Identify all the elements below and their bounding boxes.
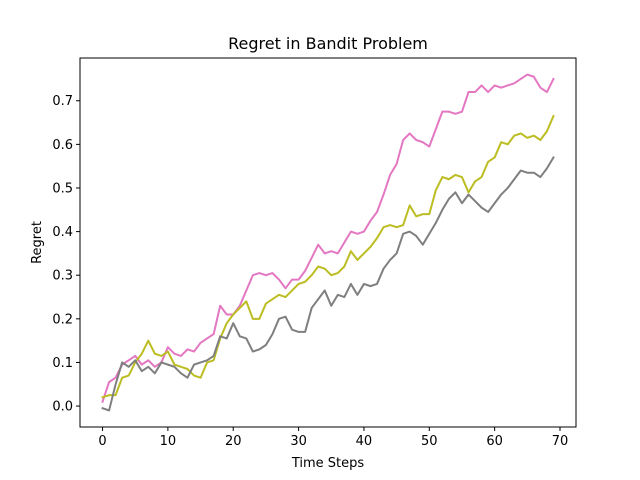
chart-title: Regret in Bandit Problem — [228, 34, 428, 53]
y-tick-label: 0.7 — [52, 94, 73, 109]
y-tick-label: 0.2 — [52, 312, 73, 327]
y-axis-label: Regret — [30, 221, 45, 264]
x-axis-ticks: 0 10 20 30 40 50 60 70 — [98, 427, 568, 449]
x-tick-label: 60 — [486, 434, 503, 449]
plot-frame — [79, 57, 577, 428]
x-tick-label: 20 — [225, 434, 242, 449]
x-tick-label: 0 — [98, 434, 106, 449]
y-tick-label: 0.5 — [52, 181, 73, 196]
y-tick-label: 0.1 — [52, 356, 73, 371]
y-tick-label: 0.4 — [52, 225, 73, 240]
y-tick-label: 0.6 — [52, 138, 73, 153]
x-tick-label: 10 — [160, 434, 177, 449]
x-tick-label: 40 — [356, 434, 373, 449]
series-layer — [101, 73, 555, 412]
x-tick-label: 50 — [421, 434, 438, 449]
x-axis-label: Time Steps — [291, 456, 365, 471]
series-line-3 — [101, 156, 555, 412]
y-tick-label: 0.3 — [52, 269, 73, 284]
series-line-2 — [101, 114, 555, 399]
y-axis-ticks: 0.0 0.1 0.2 0.3 0.4 0.5 0.6 0.7 — [52, 94, 80, 415]
x-tick-label: 70 — [552, 434, 569, 449]
y-tick-label: 0.0 — [52, 400, 73, 415]
x-tick-label: 30 — [290, 434, 307, 449]
series-line-1 — [101, 73, 555, 403]
